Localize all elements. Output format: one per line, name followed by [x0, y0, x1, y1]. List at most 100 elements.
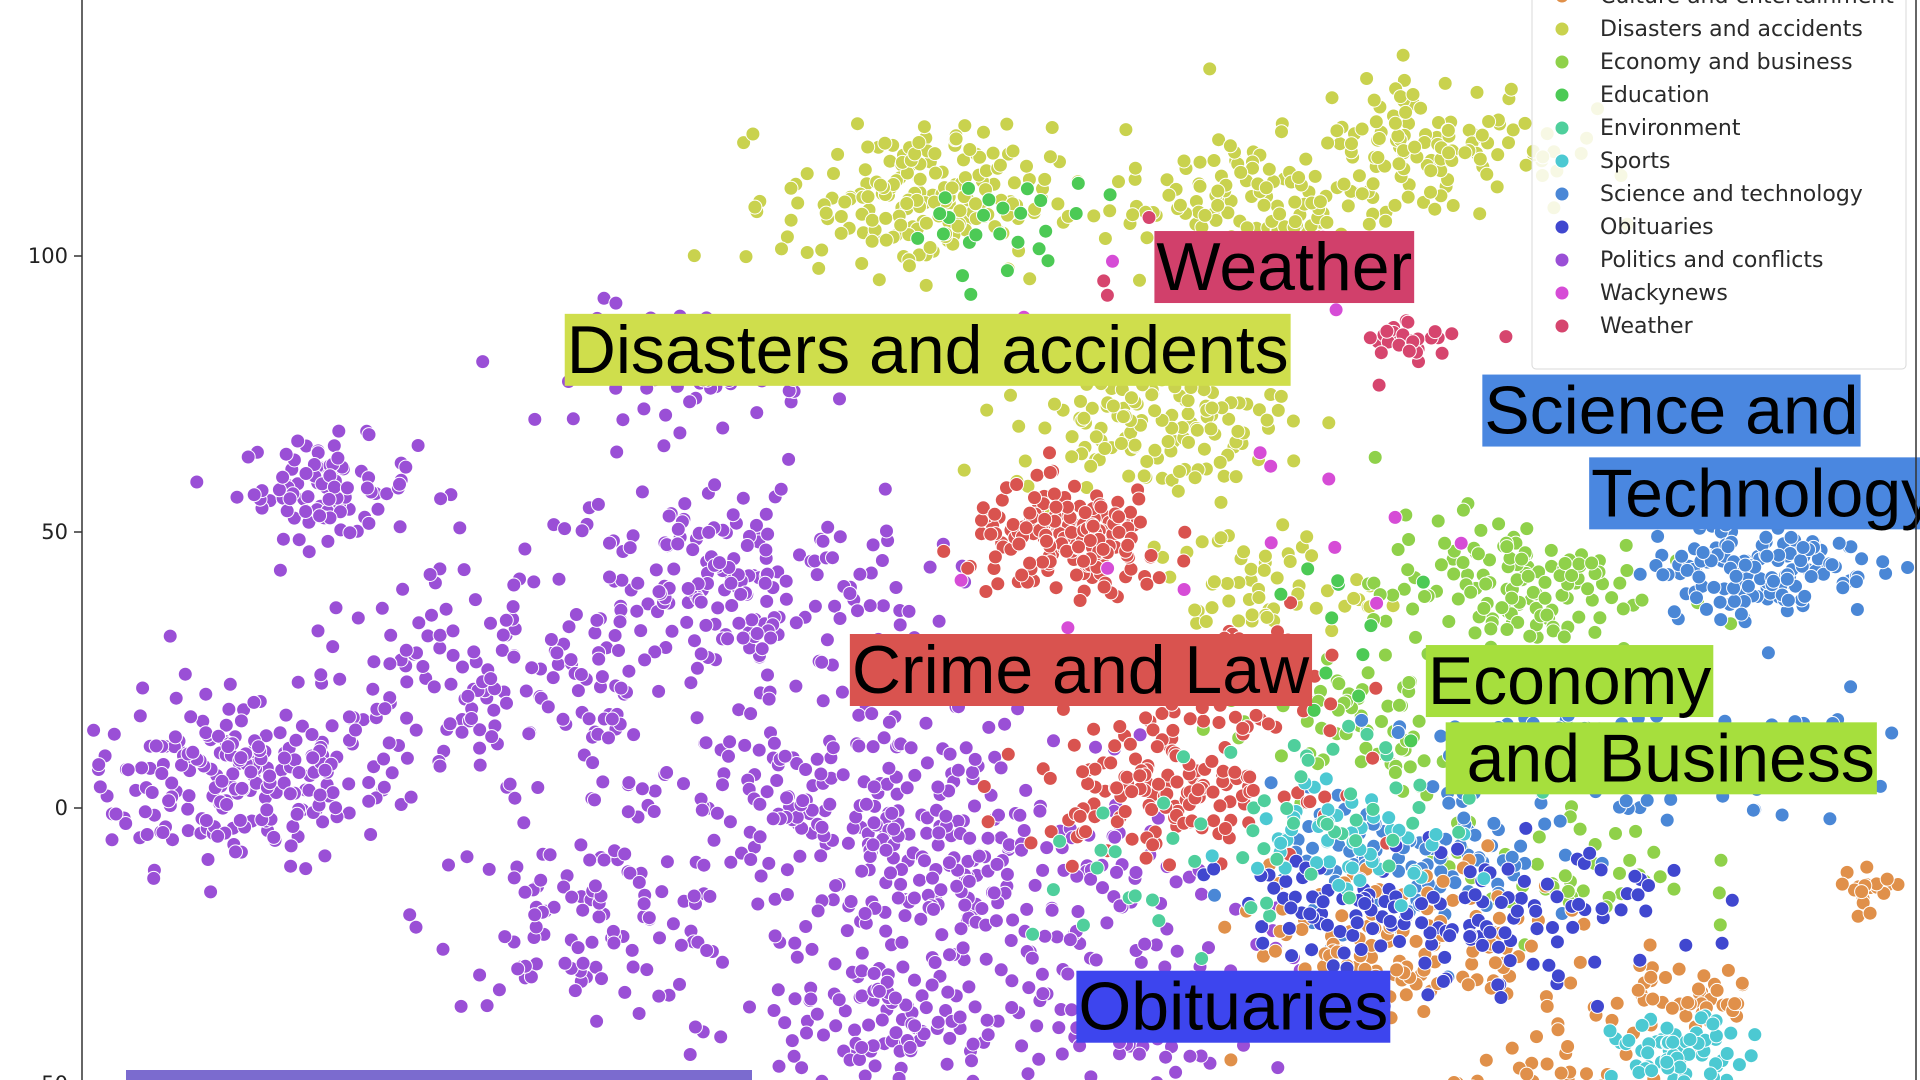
data-point: [1151, 913, 1167, 929]
data-point: [634, 484, 650, 500]
data-point: [1302, 794, 1318, 810]
data-point: [290, 674, 306, 690]
data-point: [983, 526, 999, 542]
data-point: [526, 574, 542, 590]
data-point: [1405, 87, 1421, 102]
data-point: [1537, 590, 1553, 606]
data-point: [935, 226, 951, 242]
data-point: [1308, 600, 1324, 616]
data-point: [1537, 816, 1553, 832]
data-point: [455, 659, 470, 675]
data-point: [779, 790, 795, 806]
data-point: [1405, 601, 1421, 617]
data-point: [709, 805, 725, 821]
legend-entry: Education: [1554, 83, 1710, 108]
data-point: [647, 644, 663, 660]
legend-marker: [1554, 153, 1570, 169]
data-point: [981, 192, 997, 208]
data-point: [1254, 919, 1270, 935]
data-point: [1018, 782, 1034, 798]
data-point: [1194, 951, 1210, 966]
data-point: [1501, 135, 1516, 151]
data-point: [881, 760, 897, 776]
data-point: [926, 901, 941, 917]
data-point: [1843, 679, 1859, 695]
data-point: [1170, 483, 1186, 499]
data-point: [408, 919, 424, 935]
data-point: [1728, 568, 1744, 584]
data-point: [168, 690, 184, 706]
data-point: [658, 407, 674, 423]
data-point: [399, 710, 415, 726]
data-point: [445, 647, 461, 663]
data-point: [1121, 468, 1137, 484]
data-point: [564, 889, 580, 905]
data-point: [549, 645, 565, 661]
data-point: [118, 816, 134, 831]
data-point: [636, 896, 652, 912]
data-point: [1445, 198, 1461, 213]
data-point: [1469, 84, 1485, 100]
data-point: [108, 806, 124, 822]
cluster-label: Crime and Law: [849, 632, 1313, 708]
data-point: [918, 715, 934, 731]
data-point: [376, 751, 392, 767]
data-point: [1245, 782, 1261, 798]
legend-entry: Science and technology: [1554, 182, 1863, 207]
data-point: [1374, 714, 1389, 729]
data-point: [822, 796, 838, 812]
data-point: [884, 805, 900, 821]
data-point: [733, 586, 749, 602]
data-point: [1047, 396, 1062, 412]
data-point: [275, 531, 291, 547]
data-point: [1354, 186, 1370, 202]
data-point: [1231, 613, 1247, 629]
data-point: [581, 711, 597, 727]
data-point: [1324, 647, 1340, 663]
data-point: [1168, 1064, 1184, 1080]
data-point: [146, 870, 162, 886]
data-point: [910, 230, 926, 246]
data-point: [595, 774, 611, 790]
data-point: [830, 146, 846, 162]
data-point: [370, 501, 386, 517]
data-point: [1693, 1010, 1709, 1026]
data-point: [1319, 583, 1335, 599]
data-point: [1676, 1074, 1692, 1080]
data-point: [1398, 104, 1414, 120]
data-point: [1387, 765, 1403, 780]
data-point: [850, 116, 865, 132]
data-point: [1348, 833, 1364, 849]
data-point: [1522, 628, 1538, 644]
data-point: [1294, 922, 1310, 937]
data-point: [1083, 1069, 1099, 1080]
data-point: [1127, 437, 1143, 453]
cluster-label-text: Crime and Law: [852, 632, 1310, 708]
data-point: [1640, 1045, 1656, 1061]
data-point: [1519, 521, 1535, 537]
data-point: [1592, 610, 1608, 626]
data-point: [1435, 873, 1451, 889]
data-point: [1499, 539, 1515, 555]
data-point: [1634, 592, 1650, 608]
data-point: [1665, 1034, 1681, 1050]
data-point: [1259, 412, 1275, 428]
data-point: [332, 671, 348, 687]
data-point: [1455, 555, 1471, 570]
data-point: [1038, 223, 1054, 239]
data-point: [1367, 449, 1383, 465]
data-point: [408, 722, 424, 738]
data-point: [432, 640, 448, 656]
data-point: [589, 612, 605, 628]
data-point: [972, 149, 988, 165]
data-point: [1248, 707, 1264, 723]
data-point: [633, 623, 649, 639]
data-point: [1563, 975, 1579, 991]
data-point: [1519, 1066, 1535, 1080]
data-point: [540, 699, 556, 715]
data-point: [424, 607, 439, 623]
data-point: [1069, 567, 1084, 583]
data-point: [608, 295, 624, 311]
data-point: [842, 586, 858, 601]
data-point: [903, 740, 919, 756]
